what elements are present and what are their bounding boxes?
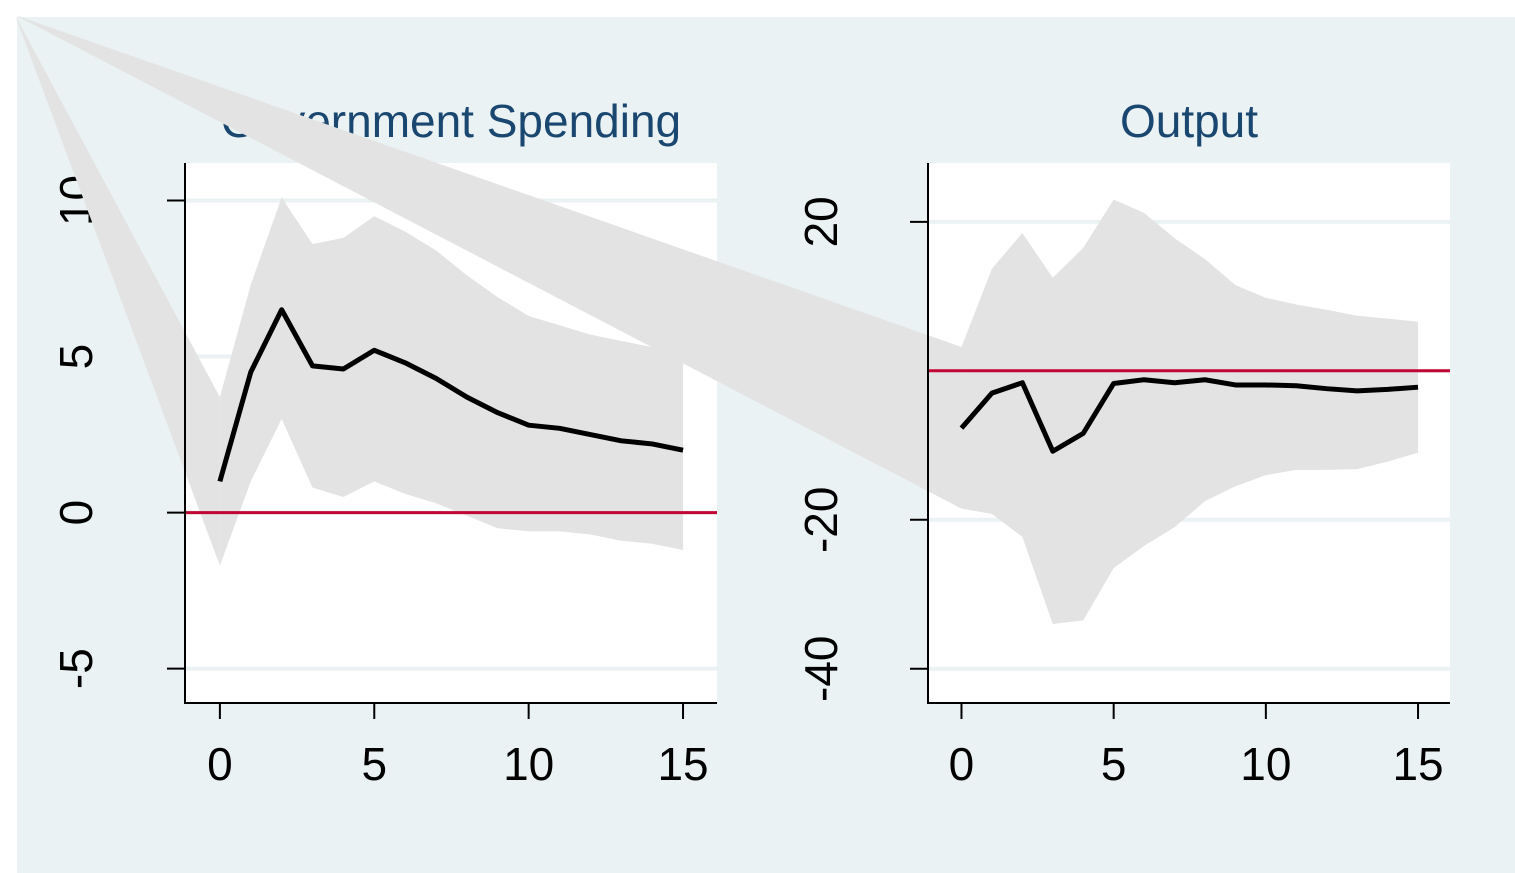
band-artifact <box>15 15 220 566</box>
x-tick-label: 10 <box>1240 738 1291 790</box>
band-artifact <box>15 15 962 509</box>
y-tick-label: 0 <box>50 500 102 526</box>
x-tick-label: 0 <box>207 738 233 790</box>
x-tick-label: 15 <box>1392 738 1443 790</box>
response-line <box>959 377 1419 454</box>
x-tick-label: 10 <box>503 738 554 790</box>
x-tick-label: 5 <box>361 738 387 790</box>
confidence-band <box>219 197 684 566</box>
x-tick-label: 0 <box>949 738 975 790</box>
x-tick-label: 5 <box>1101 738 1127 790</box>
chart-title: Output <box>1120 95 1258 147</box>
confidence-band <box>961 199 1419 625</box>
y-tick-label: 5 <box>50 344 102 370</box>
y-tick-label: 20 <box>795 196 847 247</box>
response-line <box>217 307 684 483</box>
y-tick-label: -5 <box>50 648 102 689</box>
x-tick-label: 15 <box>657 738 708 790</box>
y-tick-label: -40 <box>795 635 847 701</box>
y-tick-label: -20 <box>795 487 847 553</box>
